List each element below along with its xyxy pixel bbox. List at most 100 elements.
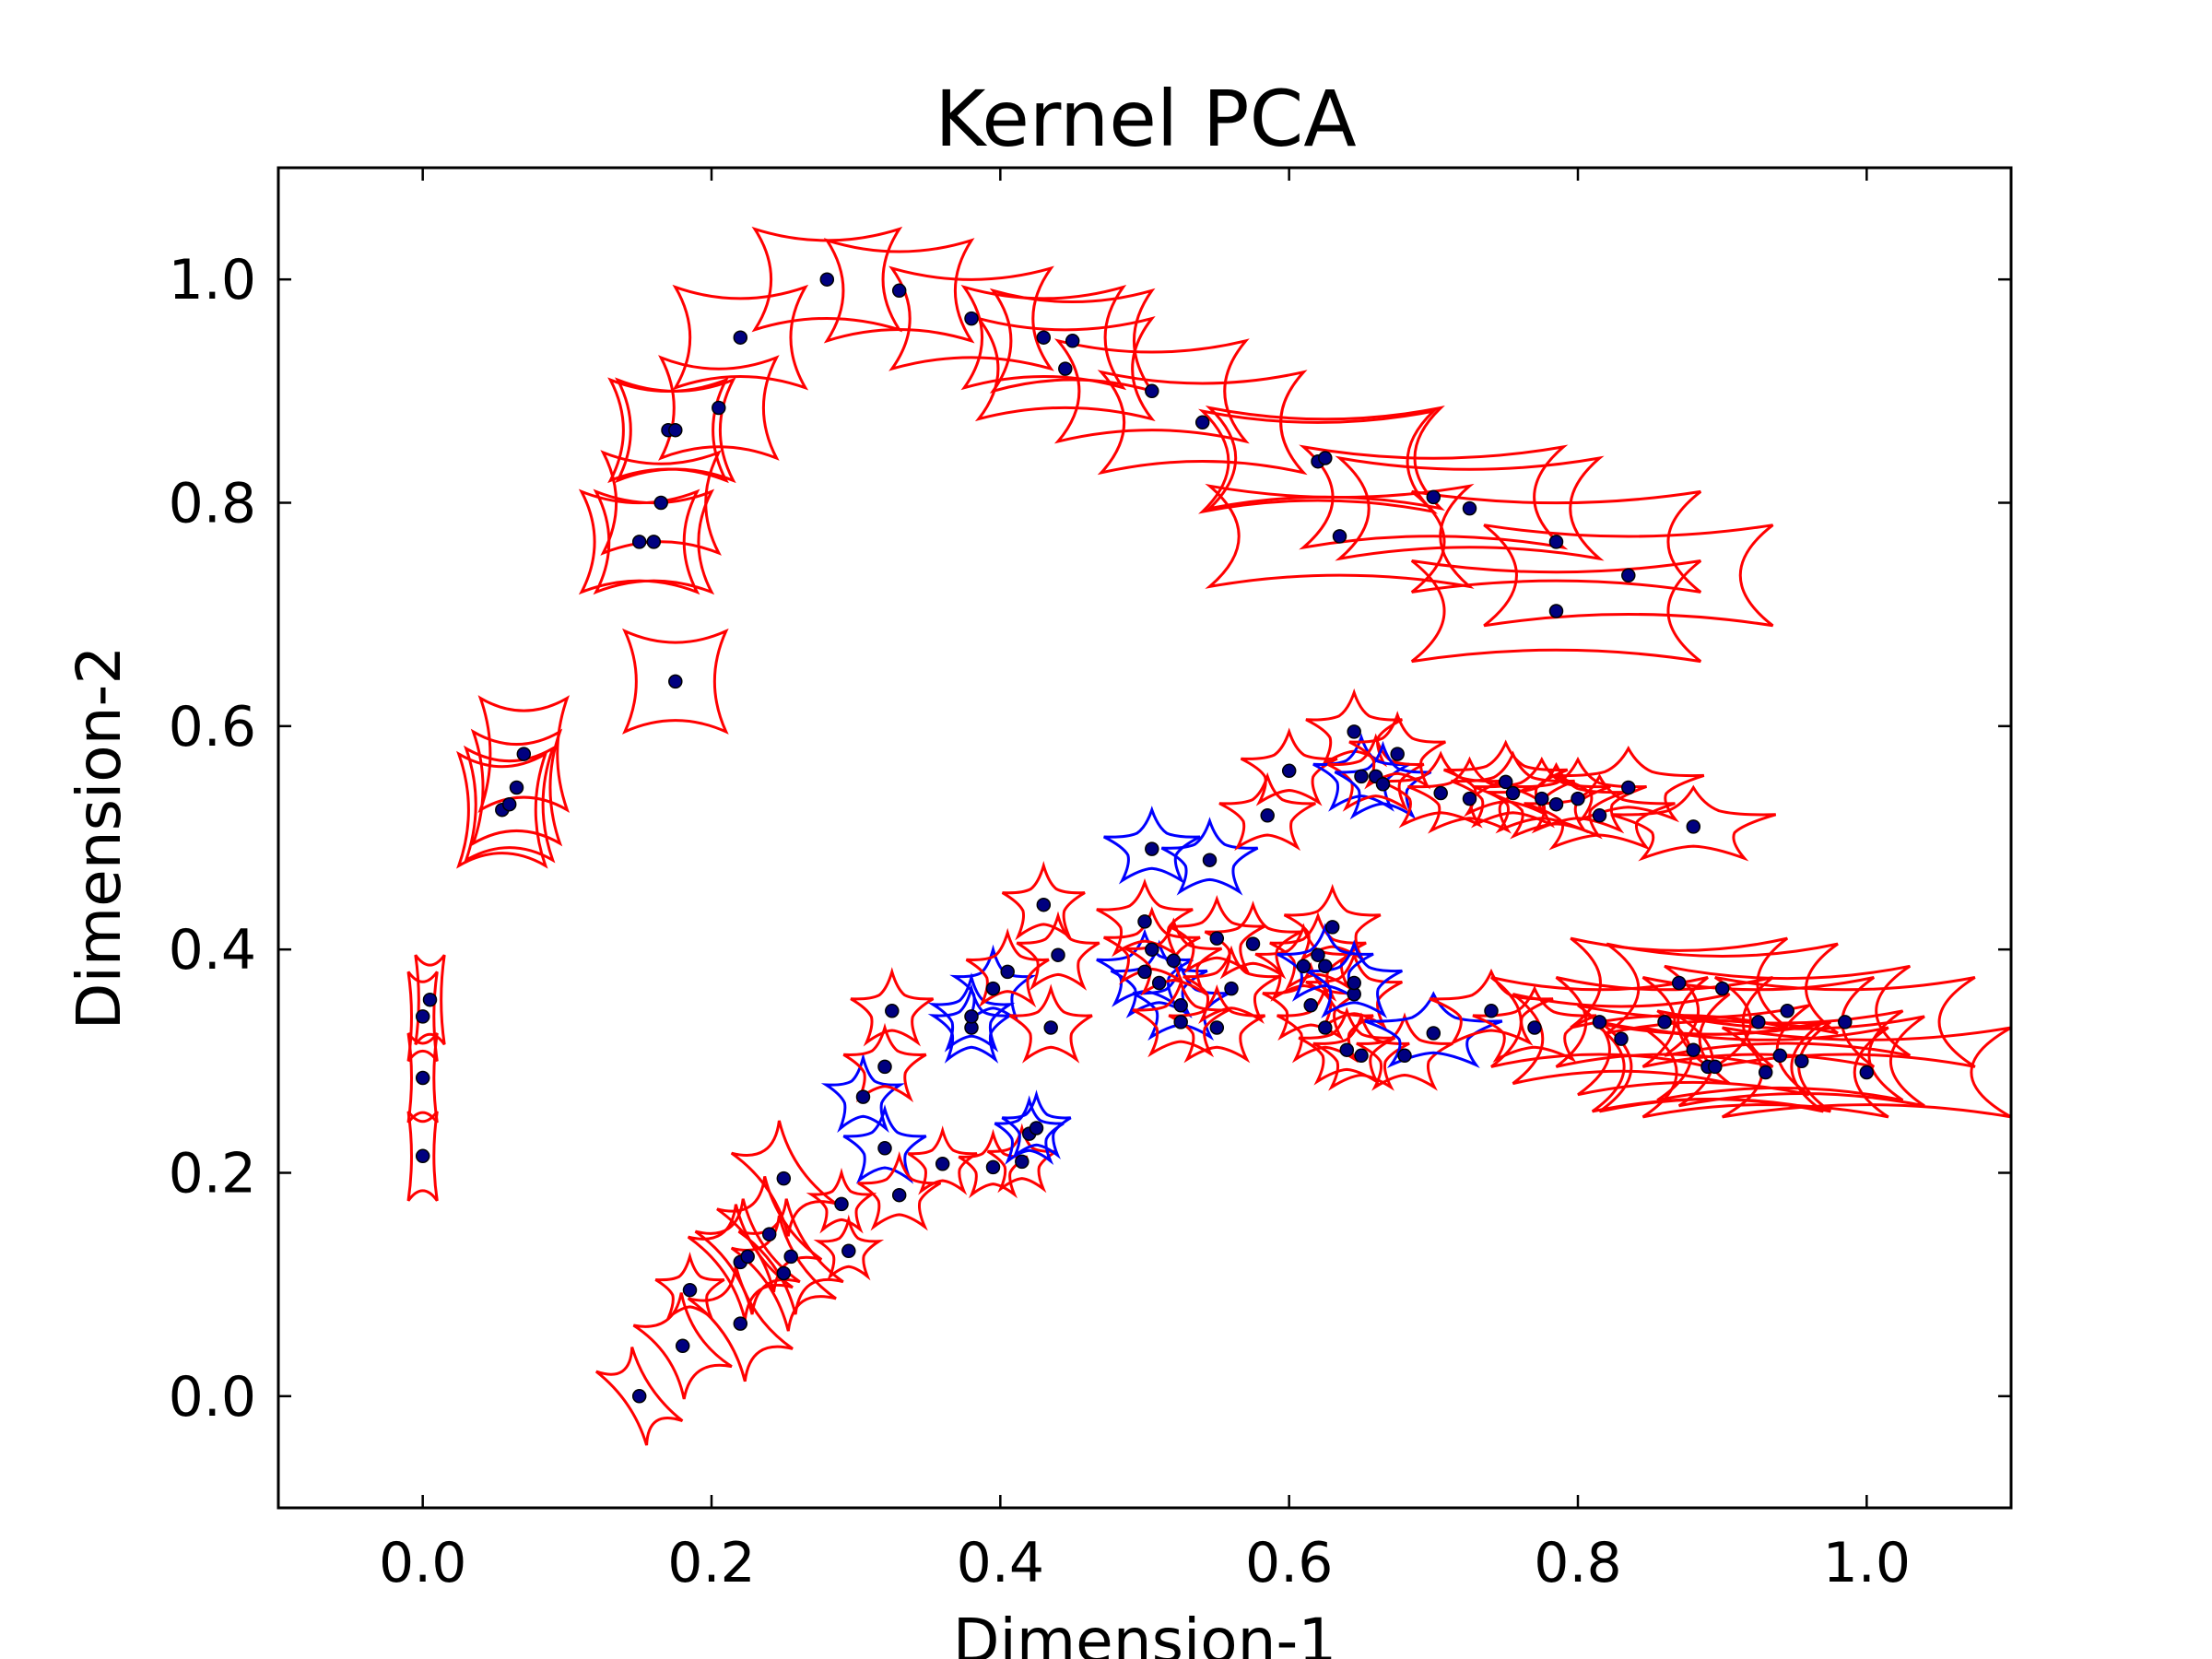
uncertainty-glyph [960, 284, 1127, 391]
data-point [1347, 975, 1361, 991]
data-point [1260, 808, 1275, 823]
y-tick-label: 0.6 [169, 695, 256, 759]
data-point [501, 796, 517, 812]
data-point [415, 1009, 430, 1024]
uncertainty-glyph [672, 284, 809, 391]
data-point [1318, 959, 1333, 974]
uncertainty-glyph [1356, 1012, 1453, 1091]
data-point [1224, 981, 1239, 996]
data-point [1838, 1015, 1853, 1030]
x-tick-label: 0.2 [667, 1531, 755, 1595]
data-point [1318, 1020, 1333, 1035]
data-point [1484, 1004, 1499, 1018]
uncertainty-glyph [1312, 1012, 1410, 1091]
data-point [855, 1089, 871, 1104]
uncertainty-glyph [716, 1176, 823, 1293]
data-point [1194, 415, 1210, 430]
data-point [422, 992, 438, 1007]
data-point [1058, 361, 1073, 376]
uncertainty-glyph [823, 238, 975, 344]
data-point [1621, 780, 1636, 795]
data-point [1311, 947, 1325, 962]
data-point [1354, 1048, 1369, 1064]
uncertainty-glyph [974, 316, 1156, 422]
data-point [841, 1243, 856, 1259]
data-point [653, 495, 668, 511]
data-point [964, 1009, 979, 1024]
uncertainty-glyph [820, 1052, 906, 1134]
uncertainty-glyph [1312, 733, 1410, 812]
data-point [1548, 796, 1564, 812]
data-point [415, 1148, 430, 1164]
uncertainty-glyph [1598, 1020, 1832, 1113]
data-point [682, 1282, 698, 1298]
data-point [1347, 724, 1361, 739]
data-point [1303, 998, 1318, 1013]
data-point [1758, 1065, 1773, 1080]
data-point [1397, 1048, 1412, 1064]
data-point [1151, 975, 1167, 991]
uncertainty-glyph [1160, 817, 1259, 896]
uncertainty-glyph [1182, 945, 1280, 1024]
data-point [1145, 383, 1159, 399]
data-point [1426, 1026, 1441, 1041]
chart-title: Kernel PCA [935, 74, 1356, 164]
uncertainty-glyph [654, 1252, 725, 1322]
uncertainty-glyph [842, 1104, 927, 1184]
tick-layer: 0.0 0.2 0.4 0.6 0.8 1.0 0.0 0.2 0.4 0.6 0.8 1.0 [169, 168, 2011, 1595]
data-point [1245, 936, 1261, 951]
uncertainty-glyph [600, 450, 722, 556]
uncertainty-glyph [813, 1214, 885, 1281]
uncertainty-glyph [1299, 444, 1569, 550]
data-point [1043, 1020, 1058, 1035]
uncertainty-glyph [1218, 771, 1316, 852]
uncertainty-glyph [1240, 727, 1338, 806]
data-point [1036, 897, 1052, 912]
uncertainty-glyph [1298, 1006, 1396, 1086]
uncertainty-glyph [888, 265, 1054, 371]
data-point [1354, 769, 1369, 784]
uncertainty-glyph [1552, 745, 1705, 823]
data-point [509, 780, 524, 795]
data-point [877, 1141, 892, 1156]
data-point [1065, 334, 1080, 348]
data-point [1015, 1154, 1030, 1170]
uncertainty-glyph [1555, 976, 1774, 1068]
data-point [776, 1171, 792, 1186]
data-point [1548, 535, 1564, 549]
data-point [1686, 819, 1701, 834]
y-tick-label: 0.4 [169, 918, 256, 982]
data-point [761, 1227, 777, 1241]
uncertainty-glyph [1110, 939, 1208, 1018]
uncertainty-glyph [1664, 964, 1912, 1057]
uncertainty-glyph [1721, 1026, 2011, 1119]
data-point [740, 1249, 755, 1265]
data-point [964, 311, 979, 326]
uncertainty-glyph [622, 628, 729, 735]
data-point [631, 1389, 647, 1404]
data-point [1859, 1065, 1875, 1080]
data-point [1714, 981, 1730, 996]
uncertainty-glyph [1016, 911, 1100, 991]
data-point [1166, 953, 1182, 969]
x-tick-label: 0.8 [1534, 1531, 1621, 1595]
x-tick-label: 0.0 [379, 1531, 466, 1595]
data-point [668, 422, 683, 438]
data-point [783, 1249, 798, 1265]
uncertainty-glyph [927, 983, 1016, 1064]
data-point [1527, 1020, 1542, 1035]
uncertainty-glyph [1168, 895, 1266, 974]
uncertainty-glyph [907, 1125, 978, 1195]
y-tick-label: 0.2 [169, 1142, 256, 1206]
uncertainty-glyph [1348, 711, 1446, 790]
uncertainty-glyph [687, 1204, 794, 1321]
uncertainty-glyph [927, 971, 1016, 1053]
data-point [1794, 1053, 1809, 1069]
uncertainty-glyph [615, 377, 736, 484]
uncertainty-glyph [1335, 455, 1605, 561]
data-point [1324, 920, 1340, 935]
x-tick-label: 1.0 [1823, 1531, 1911, 1595]
data-point [1780, 1004, 1794, 1018]
uncertainty-glyph [1410, 559, 1702, 664]
